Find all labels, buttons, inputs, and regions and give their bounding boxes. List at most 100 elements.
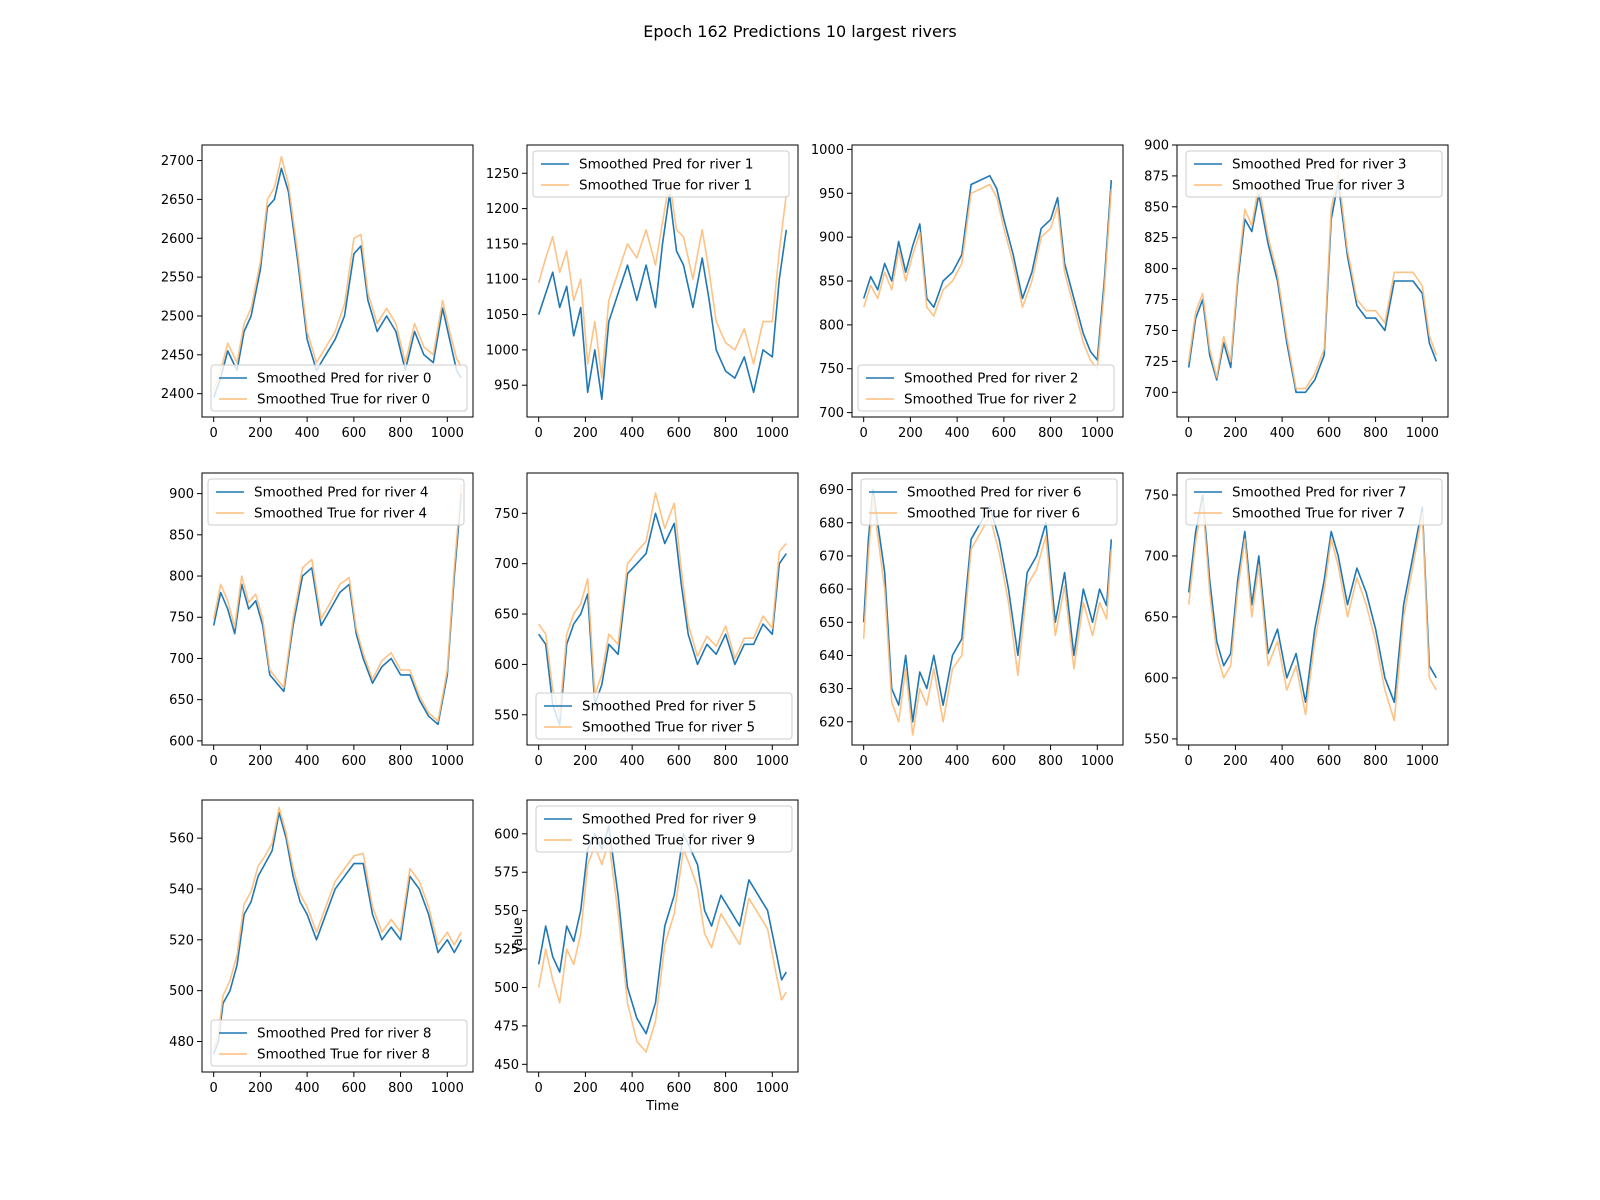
x-tick-label: 0 [210,426,218,441]
x-tick-label: 600 [1316,426,1341,441]
x-tick-label: 600 [341,1081,366,1096]
y-tick-label: 950 [819,187,844,202]
x-tick-label: 1000 [1081,426,1114,441]
axes-frame [201,472,474,746]
y-tick-label: 660 [819,583,844,598]
y-tick-label: 850 [1144,200,1169,215]
legend-entry: Smoothed Pred for river 4 [254,485,428,501]
subplot-river-4: 0 200 400 600 800 1000 600 650 700 750 800 850 900 Sm… [169,472,474,769]
pred-line-river-1 [537,193,788,401]
axes-frame [201,799,474,1073]
y-tick-label: 500 [494,981,519,996]
y-tick-label: 750 [494,507,519,522]
x-tick-label: 800 [1038,426,1063,441]
subplot-river-9: 0 200 400 600 800 1000 450 475 500 525 550 575 600 Ti… [494,799,799,1114]
y-tick-label: 2450 [161,348,194,363]
x-tick-label: 400 [620,754,645,769]
subplot-river-8: 0 200 400 600 800 1000 480 500 520 540 560 Smoothed… [169,799,474,1096]
y-tick-label: 800 [819,318,844,333]
y-tick-label: 550 [1144,732,1169,747]
axes-frame [201,144,474,418]
x-tick-label: 400 [620,426,645,441]
y-tick-label: 620 [819,715,844,730]
x-tick-label: 600 [666,1081,691,1096]
true-line-river-9 [537,840,787,1053]
x-tick-label: 0 [860,754,868,769]
legend-entry: Smoothed True for river 1 [579,178,752,194]
x-tick-label: 800 [713,754,738,769]
y-tick-label: 690 [819,483,844,498]
subplot-grid: 0 200 400 600 800 1000 2400 2450 2500 2550 2600 265… [161,139,1449,1114]
x-tick-label: 400 [945,426,970,441]
x-tick-label: 0 [860,426,868,441]
legend-river-3: Smoothed Pred for river 3 Smoothed True f… [1185,150,1443,198]
y-tick-label: 1150 [486,237,519,252]
y-tick-label: 750 [819,362,844,377]
x-tick-label: 200 [1223,426,1248,441]
y-tick-label: 600 [1144,671,1169,686]
subplot-river-5: 0 200 400 600 800 1000 550 600 650 700 750 Smoothed… [494,472,799,769]
x-tick-label: 800 [388,754,413,769]
x-tick-label: 800 [713,426,738,441]
y-tick-label: 575 [494,866,519,881]
y-tick-label: 725 [1144,355,1169,370]
y-tick-label: 1000 [486,343,519,358]
legend-entry: Smoothed True for river 5 [582,720,755,736]
y-tick-label: 560 [169,832,194,847]
y-tick-label: 900 [819,231,844,246]
y-tick-label: 650 [1144,610,1169,625]
legend-entry: Smoothed True for river 2 [904,392,1077,408]
x-tick-label: 0 [535,426,543,441]
axes-frame [526,472,799,746]
x-tick-label: 200 [573,426,598,441]
legend-entry: Smoothed True for river 8 [257,1047,430,1063]
x-tick-label: 800 [388,1081,413,1096]
x-tick-label: 800 [388,426,413,441]
subplot-river-2: 0 200 400 600 800 1000 700 750 800 850 900 950 1000 S… [811,143,1124,441]
axes-frame [526,799,799,1073]
legend-entry: Smoothed Pred for river 2 [904,371,1078,387]
x-tick-label: 200 [248,426,273,441]
true-line-river-1 [537,179,788,379]
legend-entry: Smoothed True for river 7 [1232,506,1405,522]
y-tick-label: 680 [819,516,844,531]
x-tick-label: 400 [295,754,320,769]
x-tick-label: 600 [991,754,1016,769]
y-tick-label: 550 [494,904,519,919]
x-tick-label: 1000 [1406,426,1439,441]
y-tick-label: 900 [169,487,194,502]
x-tick-label: 400 [620,1081,645,1096]
y-tick-label: 700 [1144,386,1169,401]
legend-entry: Smoothed Pred for river 3 [1232,157,1406,173]
y-tick-label: 500 [169,984,194,999]
y-tick-label: 875 [1144,169,1169,184]
y-tick-label: 630 [819,682,844,697]
axes-frame [1176,144,1449,418]
y-tick-label: 1000 [811,143,844,158]
y-tick-label: 640 [819,649,844,664]
y-tick-label: 2700 [161,154,194,169]
y-tick-label: 525 [494,943,519,958]
x-tick-label: 800 [713,1081,738,1096]
y-tick-label: 750 [1144,488,1169,503]
x-tick-label: 200 [248,754,273,769]
x-tick-label: 400 [295,426,320,441]
x-tick-label: 600 [341,426,366,441]
x-tick-label: 800 [1038,754,1063,769]
x-tick-label: 1000 [1406,754,1439,769]
y-tick-label: 850 [819,275,844,290]
subplot-river-7: 0 200 400 600 800 1000 550 600 650 700 750 Smoothed… [1144,472,1449,769]
legend-river-0: Smoothed Pred for river 0 Smoothed True f… [210,364,468,412]
x-tick-label: 600 [991,426,1016,441]
y-tick-label: 700 [1144,549,1169,564]
pred-line-river-0 [212,167,462,398]
x-tick-label: 0 [1185,754,1193,769]
y-tick-label: 650 [819,616,844,631]
x-tick-label: 400 [1270,426,1295,441]
x-tick-label: 0 [1185,426,1193,441]
legend-river-4: Smoothed Pred for river 4 Smoothed True f… [207,478,465,526]
subplot-river-0: 0 200 400 600 800 1000 2400 2450 2500 2550 2600 265… [161,144,474,441]
y-tick-label: 825 [1144,231,1169,246]
legend-entry: Smoothed Pred for river 9 [582,812,756,828]
